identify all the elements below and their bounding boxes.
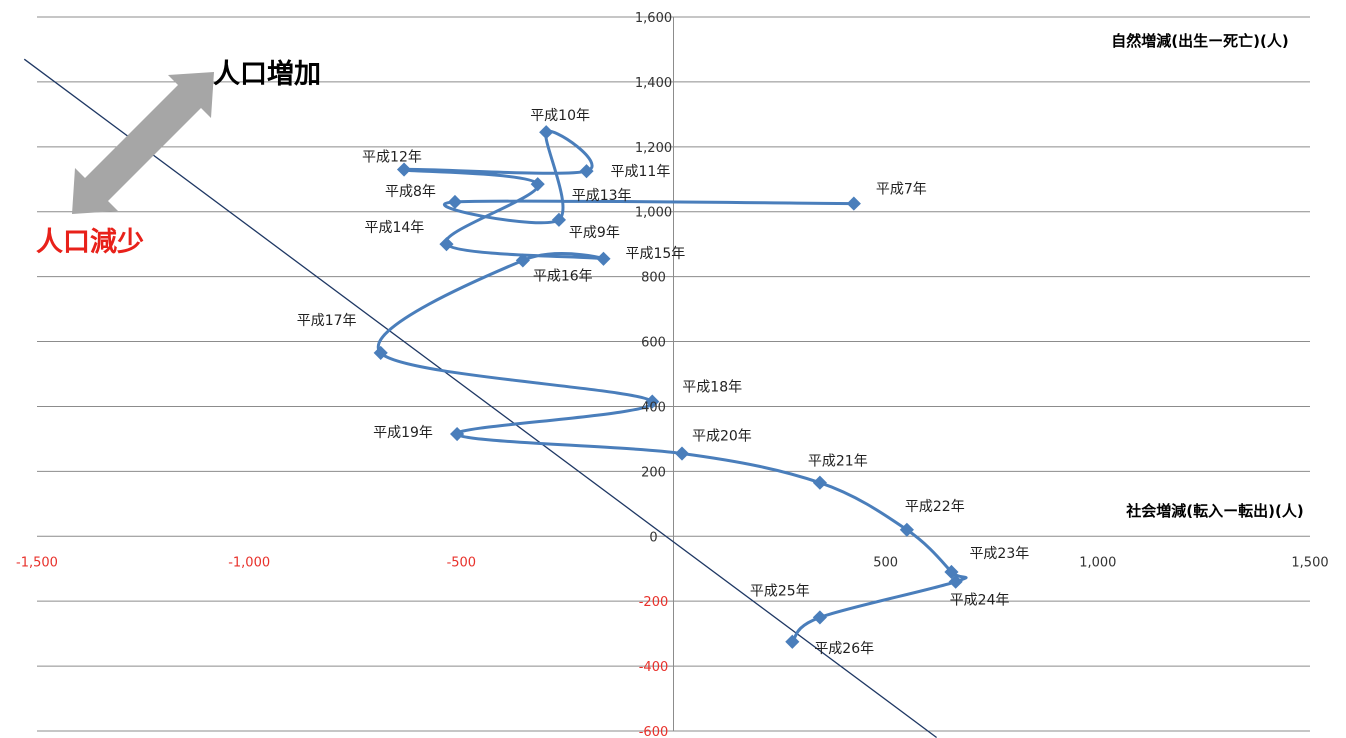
data-point-marker bbox=[785, 634, 800, 649]
data-point-label: 平成9年 bbox=[569, 225, 620, 241]
data-point-marker bbox=[674, 446, 690, 461]
reference-line bbox=[23, 58, 937, 738]
y-tick-label: 1,400 bbox=[635, 76, 672, 91]
data-point-marker bbox=[596, 251, 611, 266]
data-point-marker bbox=[645, 394, 660, 409]
data-point-marker bbox=[530, 177, 545, 192]
data-point-label: 平成20年 bbox=[692, 429, 752, 445]
population-increase-label: 人口増加 bbox=[213, 58, 321, 90]
data-point-marker bbox=[899, 522, 914, 537]
x-axis-title: 社会増減(転入ー転出)(人) bbox=[1125, 502, 1303, 520]
y-tick-label: -200 bbox=[639, 595, 669, 610]
population-decrease-label: 人口減少 bbox=[36, 227, 144, 258]
data-point-marker bbox=[579, 164, 594, 179]
axes bbox=[37, 17, 1310, 731]
x-tick-label: -500 bbox=[447, 555, 477, 570]
data-point-label: 平成11年 bbox=[611, 164, 671, 180]
data-point-marker bbox=[396, 162, 412, 177]
y-tick-label: -400 bbox=[639, 660, 669, 675]
y-tick-label: 1,600 bbox=[635, 11, 672, 26]
data-series bbox=[373, 125, 968, 649]
data-point-marker bbox=[515, 253, 530, 268]
data-point-label: 平成23年 bbox=[969, 546, 1029, 562]
y-tick-label: 0 bbox=[649, 530, 657, 545]
y-tick-label: -600 bbox=[639, 725, 669, 738]
data-point-marker bbox=[846, 196, 861, 211]
data-point-marker bbox=[373, 345, 388, 360]
x-tick-label: 1,000 bbox=[1079, 555, 1116, 570]
data-point-label: 平成7年 bbox=[876, 182, 927, 198]
x-tick-label: -1,500 bbox=[16, 555, 58, 570]
y-tick-label: 1,200 bbox=[635, 141, 672, 156]
data-point-marker bbox=[450, 426, 465, 442]
data-point-label: 平成26年 bbox=[814, 641, 874, 657]
y-tick-label: 400 bbox=[641, 400, 666, 415]
x-tick-label: -1,000 bbox=[228, 555, 270, 570]
data-point-label: 平成19年 bbox=[373, 425, 433, 441]
data-point-label: 平成14年 bbox=[364, 220, 424, 236]
data-point-label: 平成16年 bbox=[533, 268, 593, 284]
data-point-marker bbox=[447, 194, 463, 210]
data-point-marker bbox=[439, 237, 454, 252]
data-point-marker bbox=[551, 212, 567, 227]
tick-labels: -600 -400 -200 0 200 400 600 800 1,000 1,200 1,400… bbox=[16, 11, 1329, 738]
y-axis-title: 自然増減(出生ー死亡)(人) bbox=[1111, 32, 1288, 50]
y-tick-label: 600 bbox=[641, 336, 666, 351]
population-direction-arrow bbox=[72, 72, 214, 214]
reference-line-group bbox=[23, 58, 937, 738]
y-tick-label: 1,000 bbox=[635, 206, 672, 221]
y-tick-label: 200 bbox=[641, 465, 666, 480]
data-point-label: 平成12年 bbox=[362, 150, 422, 166]
y-tick-label: 800 bbox=[641, 271, 666, 286]
x-tick-label: 500 bbox=[873, 555, 898, 570]
data-point-label: 平成22年 bbox=[905, 499, 965, 515]
data-point-marker bbox=[539, 125, 554, 140]
data-point-label: 平成10年 bbox=[530, 108, 590, 124]
data-point-label: 平成18年 bbox=[682, 380, 742, 396]
data-point-label: 平成15年 bbox=[625, 246, 685, 262]
data-point-label: 平成24年 bbox=[950, 593, 1010, 609]
data-point-label: 平成13年 bbox=[572, 188, 632, 204]
x-tick-label: 1,500 bbox=[1291, 555, 1328, 570]
data-point-label: 平成17年 bbox=[297, 313, 357, 329]
data-point-label: 平成21年 bbox=[808, 454, 868, 470]
data-point-label: 平成25年 bbox=[750, 583, 810, 599]
double-arrow-icon bbox=[72, 72, 214, 214]
data-point-label: 平成8年 bbox=[385, 184, 436, 200]
data-point-marker bbox=[948, 574, 963, 589]
data-point-marker bbox=[812, 475, 827, 490]
data-point-marker bbox=[812, 610, 827, 625]
